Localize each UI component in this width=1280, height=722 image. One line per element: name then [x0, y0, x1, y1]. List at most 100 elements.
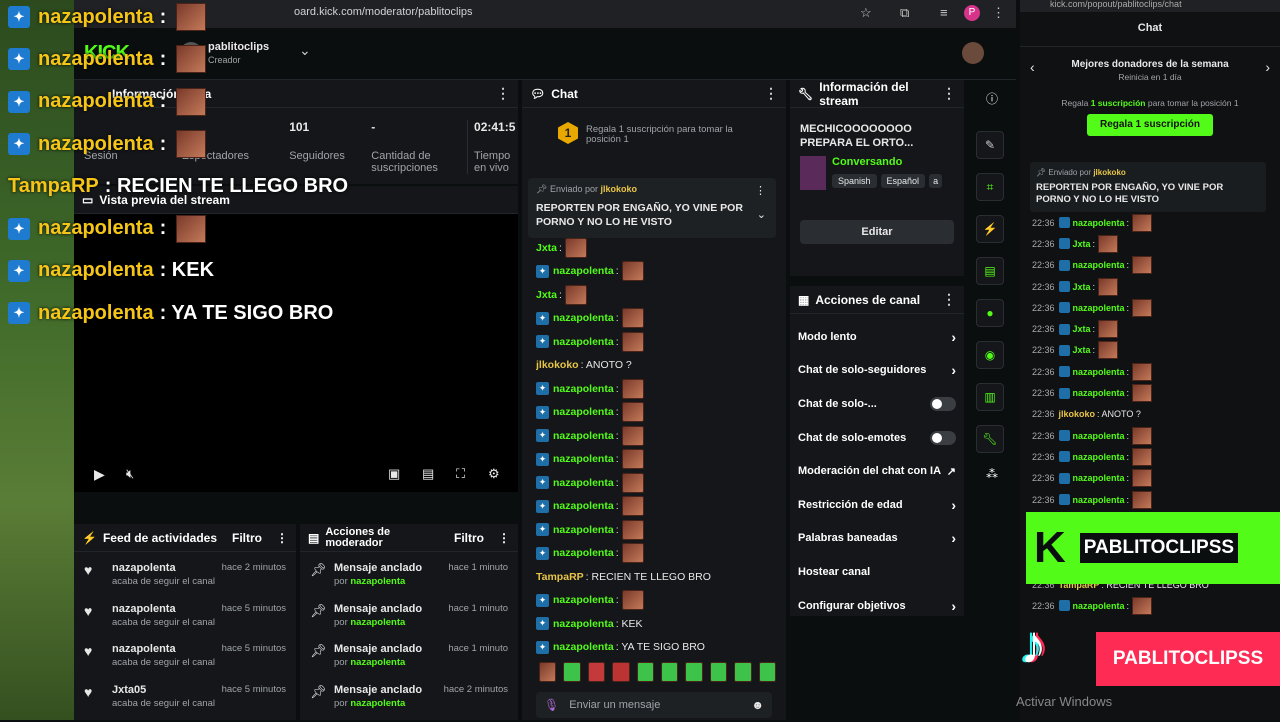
chat-username[interactable]: nazapolenta — [553, 617, 614, 630]
broadcast-icon[interactable]: ◉ — [976, 341, 1004, 369]
doc-icon[interactable]: ▤ — [976, 257, 1004, 285]
kebab-icon[interactable]: ⋮ — [764, 85, 778, 101]
emote-button[interactable] — [685, 662, 703, 682]
chat-username[interactable]: TampaRP — [536, 570, 584, 583]
gift-sub-button[interactable]: Regala 1 suscripción — [1087, 114, 1213, 136]
emote-button[interactable] — [734, 662, 752, 682]
popout-username[interactable]: nazapolenta — [1072, 302, 1125, 313]
chat-username[interactable]: Jxta — [536, 288, 558, 301]
info-icon[interactable]: ⓘ — [985, 92, 998, 106]
bolt-icon[interactable]: ⚡ — [976, 215, 1004, 243]
channel-action-item[interactable]: Palabras baneadas › — [790, 522, 964, 556]
edit-button[interactable]: Editar — [800, 220, 954, 244]
chevron-right-icon[interactable]: › — [1265, 59, 1270, 75]
chat-username[interactable]: nazapolenta — [553, 335, 614, 348]
chat-username[interactable]: nazapolenta — [553, 594, 614, 607]
mic-icon[interactable]: 🎙︎ — [544, 698, 560, 712]
chat-username[interactable]: nazapolenta — [553, 382, 614, 395]
theater-icon[interactable]: ▤ — [422, 466, 435, 481]
popout-username[interactable]: Jxta — [1072, 345, 1091, 356]
emoji-icon[interactable]: ☻ — [751, 698, 764, 712]
chevron-down-icon[interactable]: ⌄ — [299, 42, 311, 58]
popout-username[interactable]: nazapolenta — [1072, 494, 1125, 505]
kebab-icon[interactable]: ⋮ — [942, 85, 956, 101]
user-avatar[interactable] — [962, 42, 984, 64]
popout-username[interactable]: jlkokoko — [1058, 409, 1096, 420]
emote-button[interactable] — [612, 662, 630, 682]
emote-button[interactable] — [709, 662, 728, 682]
feed-filter-button[interactable]: Filtro — [232, 530, 262, 545]
emote-button[interactable] — [587, 662, 606, 682]
apps-icon[interactable]: ⁂ — [986, 467, 998, 481]
category-name[interactable]: Conversando — [832, 156, 903, 168]
channel-action-item[interactable]: Moderación del chat con IA ↗ — [790, 454, 964, 488]
toggle-switch[interactable] — [930, 396, 956, 411]
emote-button[interactable] — [758, 662, 777, 682]
channel-action-item[interactable]: Chat de solo-emotes — [790, 421, 964, 455]
popout-username[interactable]: Jxta — [1072, 324, 1091, 335]
chat-username[interactable]: Jxta — [536, 241, 558, 254]
chat-username[interactable]: nazapolenta — [553, 453, 614, 466]
popout-username[interactable]: Jxta — [1072, 238, 1091, 249]
kebab-icon[interactable]: ⋮ — [276, 530, 288, 545]
popout-username[interactable]: nazapolenta — [1072, 366, 1125, 377]
emote-button[interactable] — [661, 662, 679, 682]
chat-username[interactable]: jlkokoko — [536, 359, 579, 372]
menu-icon[interactable]: ⋮ — [992, 5, 1005, 20]
profile-avatar[interactable]: P — [964, 5, 980, 21]
chat-username[interactable]: nazapolenta — [553, 265, 614, 278]
channel-action-item[interactable]: Configurar objetivos › — [790, 589, 964, 623]
gift-prompt[interactable]: Regala 1 suscripción para tomar la posic… — [586, 124, 733, 145]
channel-action-item[interactable]: Chat de solo-... — [790, 387, 964, 421]
emote-button[interactable] — [563, 662, 581, 682]
chevron-left-icon[interactable]: ‹ — [1030, 59, 1035, 75]
kebab-icon[interactable]: ⋮ — [496, 85, 510, 101]
chat-bubble-icon[interactable]: ● — [976, 299, 1004, 327]
kebab-icon[interactable]: ⋮ — [498, 530, 510, 545]
popout-username[interactable]: nazapolenta — [1072, 260, 1125, 271]
kick-logo[interactable]: KICK — [84, 42, 130, 64]
edit-icon[interactable]: ✎ — [976, 131, 1004, 159]
extensions-icon[interactable]: ⧉ — [900, 5, 910, 20]
popout-username[interactable]: nazapolenta — [1072, 430, 1125, 441]
popout-username[interactable]: nazapolenta — [1072, 217, 1125, 228]
mod-filter-button[interactable]: Filtro — [454, 530, 484, 545]
popout-username[interactable]: nazapolenta — [1072, 388, 1125, 399]
kebab-icon[interactable]: ⋮ — [755, 185, 766, 197]
emote-button[interactable] — [539, 662, 557, 682]
chat-username[interactable]: nazapolenta — [553, 312, 614, 325]
play-icon[interactable]: ▶ — [94, 466, 105, 482]
channel-action-item[interactable]: Modo lento › — [790, 320, 964, 354]
popout-username[interactable]: nazapolenta — [1072, 600, 1125, 611]
chat-username[interactable]: nazapolenta — [553, 641, 614, 654]
chat-username[interactable]: nazapolenta — [553, 429, 614, 442]
address-bar[interactable]: oard.kick.com/moderator/pablitoclips — [294, 6, 473, 18]
star-icon[interactable]: ☆ — [860, 5, 872, 20]
pip-icon[interactable]: ▣ — [388, 466, 401, 481]
channel-action-item[interactable]: Chat de solo-seguidores › — [790, 354, 964, 388]
chat-username[interactable]: nazapolenta — [553, 500, 614, 513]
popout-username[interactable]: nazapolenta — [1072, 473, 1125, 484]
kebab-icon[interactable]: ⋮ — [942, 291, 956, 307]
channel-action-item[interactable]: Restricción de edad › — [790, 488, 964, 522]
popout-username[interactable]: TampaRP — [1058, 579, 1100, 590]
media-icon[interactable]: ≡ — [940, 5, 948, 20]
chat-username[interactable]: nazapolenta — [553, 547, 614, 560]
layout-icon[interactable]: ▥ — [976, 383, 1004, 411]
clip-icon[interactable]: ⌗ — [976, 173, 1004, 201]
chevron-down-icon[interactable]: ⌄ — [756, 209, 766, 221]
channel-action-item[interactable]: Hostear canal — [790, 555, 964, 589]
chat-input[interactable]: 🎙︎ Enviar un mensaje ☻ — [536, 692, 772, 718]
chat-username[interactable]: nazapolenta — [553, 406, 614, 419]
wrench-icon[interactable]: 🔧︎ — [976, 425, 1004, 453]
emote-button[interactable] — [636, 662, 655, 682]
popout-username[interactable]: nazapolenta — [1072, 451, 1125, 462]
chat-username[interactable]: nazapolenta — [553, 523, 614, 536]
mute-icon[interactable]: 🔇︎ — [126, 466, 135, 481]
popout-username[interactable]: Jxta — [1072, 281, 1091, 292]
toggle-switch[interactable] — [930, 430, 956, 445]
fullscreen-icon[interactable]: ⛶ — [456, 466, 466, 481]
chat-username[interactable]: nazapolenta — [553, 476, 614, 489]
activity-feed-panel: ⚡ Feed de actividades Filtro ⋮ ♥ nazapole… — [74, 524, 296, 720]
settings-icon[interactable]: ⚙ — [488, 466, 500, 481]
